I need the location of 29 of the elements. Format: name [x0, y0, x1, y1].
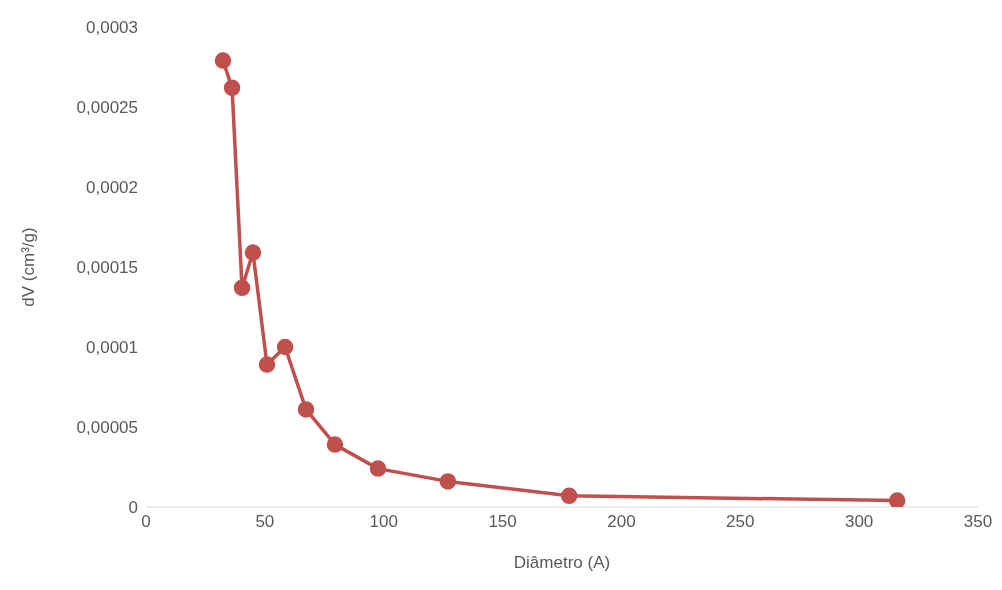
point [233, 279, 251, 297]
x-tick-label: 350 [963, 512, 993, 532]
x-tick-label: 100 [369, 512, 398, 532]
y-tick-label: 0 [128, 498, 138, 518]
point [244, 244, 262, 261]
y-tick-label: 0,00025 [76, 98, 138, 118]
x-tick-label: 250 [726, 512, 755, 532]
point [223, 79, 241, 97]
y-tick-label: 0,0003 [86, 18, 138, 38]
point [560, 487, 578, 505]
x-tick-label: 200 [607, 512, 636, 532]
x-tick-label: 300 [844, 512, 874, 532]
point [439, 473, 457, 490]
point [258, 356, 276, 373]
y-axis-title: dV (cm³/g) [19, 227, 39, 307]
x-tick-label: 150 [488, 512, 517, 532]
x-axis-title: Diâmetro (A) [513, 553, 611, 572]
y-tick-label: 0,00005 [76, 418, 138, 438]
x-tick-label: 0 [141, 512, 151, 532]
y-tick-label: 0,0002 [86, 178, 138, 198]
point [369, 460, 387, 477]
point [214, 52, 232, 69]
point [326, 436, 344, 453]
point [888, 492, 906, 507]
y-tick-label: 0,0001 [86, 338, 138, 358]
point [276, 338, 294, 356]
point [297, 401, 315, 418]
y-tick-label: 0,00015 [76, 258, 138, 278]
x-tick-label: 50 [255, 512, 275, 532]
